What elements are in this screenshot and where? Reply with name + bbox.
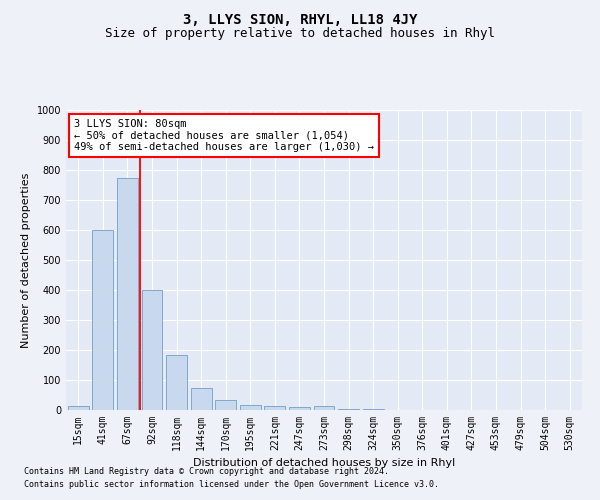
Bar bbox=[362, 408, 383, 410]
Bar bbox=[166, 354, 187, 410]
Text: Size of property relative to detached houses in Rhyl: Size of property relative to detached ho… bbox=[105, 28, 495, 40]
Bar bbox=[117, 178, 138, 410]
Y-axis label: Number of detached properties: Number of detached properties bbox=[21, 172, 31, 348]
Bar bbox=[92, 230, 113, 410]
Bar bbox=[142, 290, 163, 410]
Bar bbox=[265, 406, 286, 410]
Text: Contains public sector information licensed under the Open Government Licence v3: Contains public sector information licen… bbox=[24, 480, 439, 489]
X-axis label: Distribution of detached houses by size in Rhyl: Distribution of detached houses by size … bbox=[193, 458, 455, 468]
Bar bbox=[289, 407, 310, 410]
Text: 3 LLYS SION: 80sqm
← 50% of detached houses are smaller (1,054)
49% of semi-deta: 3 LLYS SION: 80sqm ← 50% of detached hou… bbox=[74, 119, 374, 152]
Bar bbox=[68, 406, 89, 410]
Text: 3, LLYS SION, RHYL, LL18 4JY: 3, LLYS SION, RHYL, LL18 4JY bbox=[183, 12, 417, 26]
Bar bbox=[191, 388, 212, 410]
Bar bbox=[314, 406, 334, 410]
Bar bbox=[240, 404, 261, 410]
Bar bbox=[338, 408, 359, 410]
Bar bbox=[215, 400, 236, 410]
Text: Contains HM Land Registry data © Crown copyright and database right 2024.: Contains HM Land Registry data © Crown c… bbox=[24, 467, 389, 476]
